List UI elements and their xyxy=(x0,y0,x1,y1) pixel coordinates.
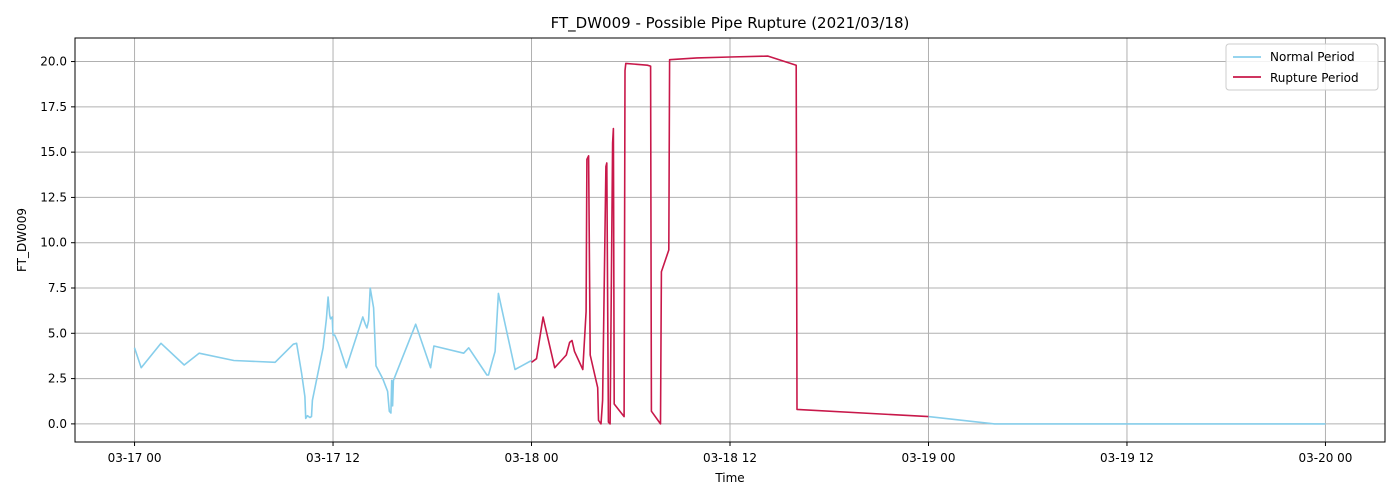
legend-label-rupture: Rupture Period xyxy=(1270,71,1359,85)
x-tick-label: 03-18 12 xyxy=(703,451,757,465)
y-axis-label: FT_DW009 xyxy=(15,208,29,272)
y-tick-label: 10.0 xyxy=(40,236,67,250)
series-lines xyxy=(133,55,1326,425)
rupture-period-line xyxy=(531,55,929,425)
x-tick-label: 03-20 00 xyxy=(1298,451,1352,465)
y-tick-label: 2.5 xyxy=(48,372,67,386)
x-tick-label: 03-19 12 xyxy=(1100,451,1154,465)
chart-title: FT_DW009 - Possible Pipe Rupture (2021/0… xyxy=(551,14,910,33)
x-tick-label: 03-17 00 xyxy=(108,451,162,465)
y-tick-label: 12.5 xyxy=(40,190,67,204)
normal-period-line xyxy=(928,415,1326,425)
y-tick-label: 7.5 xyxy=(48,281,67,295)
y-tick-label: 15.0 xyxy=(40,145,67,159)
legend-label-normal: Normal Period xyxy=(1270,50,1355,64)
x-axis: 03-17 00 03-17 12 03-18 00 03-18 12 03-19 00… xyxy=(108,442,1352,465)
y-tick-label: 0.0 xyxy=(48,417,67,431)
legend: Normal Period Rupture Period xyxy=(1225,43,1379,91)
y-axis: 0.0 2.5 5.0 7.5 10.0 12.5 15.0 17.5 20.0 xyxy=(40,55,75,431)
x-tick-label: 03-18 00 xyxy=(505,451,559,465)
y-tick-label: 17.5 xyxy=(40,100,67,114)
y-tick-label: 20.0 xyxy=(40,55,67,69)
legend-box xyxy=(1225,43,1379,91)
y-tick-label: 5.0 xyxy=(48,326,67,340)
normal-period-line xyxy=(133,287,532,420)
grid xyxy=(75,38,1385,442)
x-tick-label: 03-19 00 xyxy=(902,451,956,465)
x-axis-label: Time xyxy=(714,471,744,485)
x-tick-label: 03-17 12 xyxy=(306,451,360,465)
